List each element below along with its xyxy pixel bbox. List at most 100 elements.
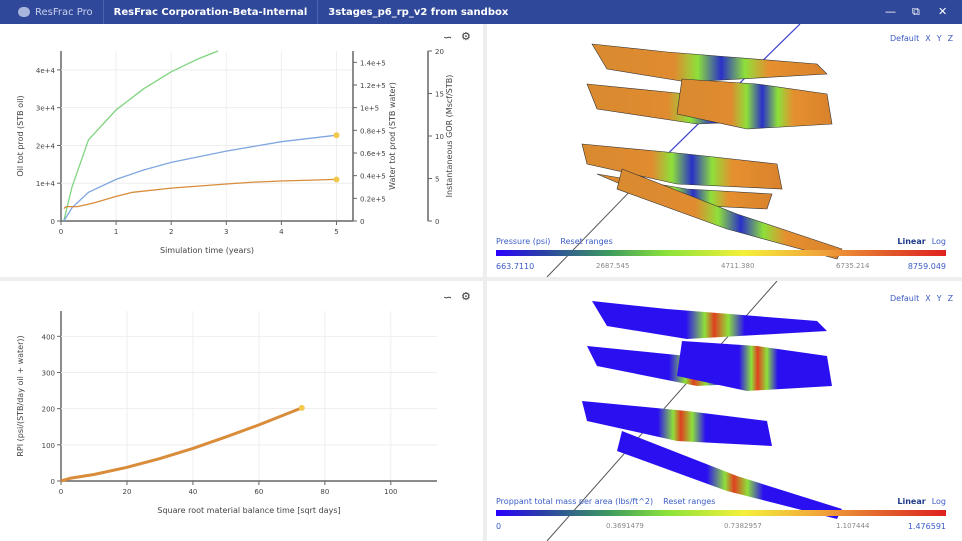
close-icon[interactable]: ✕ bbox=[938, 5, 948, 18]
y-tick-label: 20 bbox=[435, 48, 444, 56]
view-default-button[interactable]: Default bbox=[890, 294, 920, 303]
colorbar-tick: 2687.545 bbox=[596, 262, 630, 270]
y-tick-label: 0 bbox=[435, 218, 439, 226]
linear-scale-button[interactable]: Linear bbox=[897, 237, 926, 246]
y-tick-label: 1.4e+5 bbox=[360, 59, 386, 67]
y-tick-label: 1.2e+5 bbox=[360, 82, 386, 90]
rpi-chart[interactable]: 0 20 40 60 80 100 Square root material balance… bbox=[0, 281, 483, 541]
y-tick-label: 0 bbox=[360, 218, 364, 226]
axis-label-y: Oil tot prod (STB oil) bbox=[16, 95, 25, 176]
view-y-button[interactable]: Y bbox=[936, 34, 942, 43]
app-name: ResFrac Pro bbox=[35, 6, 93, 18]
minimize-icon[interactable]: — bbox=[885, 5, 896, 18]
x-tick-label: 5 bbox=[334, 228, 338, 236]
y-tick-label: 4e+4 bbox=[36, 67, 56, 75]
line-chart-icon[interactable]: ∽ bbox=[443, 291, 453, 304]
y-tick-label: 15 bbox=[435, 91, 444, 99]
view-z-button[interactable]: Z bbox=[947, 34, 954, 43]
x-tick-label: 3 bbox=[224, 228, 228, 236]
x-tick-label: 4 bbox=[279, 228, 284, 236]
title-bar: ResFrac Pro ResFrac Corporation-Beta-Int… bbox=[0, 0, 962, 24]
colorbar-min: 0 bbox=[496, 522, 502, 531]
axis-label-y3: Instantaneous GOR (Mscf/STB) bbox=[445, 75, 454, 198]
colorbar-max: 8759.049 bbox=[907, 262, 946, 271]
x-tick-label: 2 bbox=[169, 228, 173, 236]
colorbar-min: 663.7110 bbox=[496, 262, 535, 271]
linear-scale-button[interactable]: Linear bbox=[897, 497, 926, 506]
pressure-3d-view[interactable] bbox=[487, 24, 962, 277]
axis-label-y: RPI (psi/(STB/day oil + water)) bbox=[16, 335, 25, 456]
proppant-colorbar: Proppant total mass per area (lbs/ft^2) R… bbox=[496, 497, 946, 533]
project-breadcrumb[interactable]: 3stages_p6_rp_v2 from sandbox bbox=[328, 6, 509, 18]
colorbar-tick: 0.3691479 bbox=[606, 522, 644, 530]
y-tick-label: 3e+4 bbox=[36, 105, 56, 113]
y-tick-label: 0.4e+5 bbox=[360, 173, 386, 181]
pressure-colorbar: Pressure (psi) Reset ranges Linear Log 663… bbox=[496, 237, 946, 273]
app-brand[interactable]: ResFrac Pro bbox=[0, 0, 104, 24]
colorbar-label: Pressure (psi) bbox=[496, 237, 551, 246]
colorbar-label: Proppant total mass per area (lbs/ft^2) bbox=[496, 497, 654, 506]
x-tick-label: 20 bbox=[123, 488, 132, 496]
gear-icon[interactable]: ⚙ bbox=[461, 30, 471, 43]
x-tick-label: 0 bbox=[59, 228, 63, 236]
view-buttons: Default X Y Z bbox=[890, 294, 953, 303]
view-y-button[interactable]: Y bbox=[936, 294, 942, 303]
y-tick-label: 0 bbox=[51, 478, 55, 486]
series-line-0 bbox=[60, 406, 303, 483]
production-chart[interactable]: 0 1 2 3 4 5 Simulation time (years) 0 1e+4 2e+4 3e… bbox=[0, 24, 483, 277]
log-scale-button[interactable]: Log bbox=[931, 237, 946, 246]
y-tick-label: 0.8e+5 bbox=[360, 127, 386, 135]
fractures bbox=[582, 301, 842, 519]
y-tick-label: 10 bbox=[435, 133, 444, 141]
line-chart-icon[interactable]: ∽ bbox=[443, 31, 453, 44]
y-tick-label: 1e+5 bbox=[360, 105, 379, 113]
x-tick-label: 1 bbox=[114, 228, 118, 236]
y-tick-label: 100 bbox=[42, 442, 55, 450]
series-end-marker bbox=[333, 176, 340, 183]
colorbar-tick: 1.107444 bbox=[836, 522, 870, 530]
view-x-button[interactable]: X bbox=[925, 34, 931, 43]
series-end-marker bbox=[298, 404, 305, 411]
colorbar-gradient bbox=[496, 250, 946, 256]
vertical-splitter[interactable] bbox=[483, 24, 487, 541]
y-tick-label: 0.2e+5 bbox=[360, 195, 386, 203]
x-axis-label: Square root material balance time [sqrt … bbox=[157, 506, 340, 515]
colorbar-tick: 4711.380 bbox=[721, 262, 755, 270]
reset-ranges-link[interactable]: Reset ranges bbox=[663, 497, 716, 506]
gear-icon[interactable]: ⚙ bbox=[461, 290, 471, 303]
view-z-button[interactable]: Z bbox=[947, 294, 954, 303]
org-breadcrumb[interactable]: ResFrac Corporation-Beta-Internal bbox=[104, 0, 319, 24]
axis-label-y2: Water tot prod (STB water) bbox=[388, 82, 397, 190]
x-axis-label: Simulation time (years) bbox=[160, 246, 254, 255]
log-scale-button[interactable]: Log bbox=[931, 497, 946, 506]
series-end-marker bbox=[333, 132, 340, 139]
series-line-2 bbox=[63, 178, 337, 210]
y-tick-label: 300 bbox=[42, 369, 55, 377]
y-tick-label: 5 bbox=[435, 176, 439, 184]
y-tick-label: 0 bbox=[51, 218, 55, 226]
colorbar-tick: 0.7382957 bbox=[724, 522, 762, 530]
x-tick-label: 40 bbox=[188, 488, 197, 496]
colorbar-gradient bbox=[496, 510, 946, 516]
y-tick-label: 200 bbox=[42, 406, 55, 414]
x-tick-label: 0 bbox=[59, 488, 63, 496]
series-line-1 bbox=[63, 134, 337, 222]
colorbar-max: 1.476591 bbox=[907, 522, 946, 531]
x-tick-label: 100 bbox=[384, 488, 397, 496]
reset-ranges-link[interactable]: Reset ranges bbox=[560, 237, 613, 246]
restore-icon[interactable]: ⧉ bbox=[912, 5, 920, 18]
y-tick-label: 400 bbox=[42, 333, 55, 341]
x-tick-label: 60 bbox=[254, 488, 263, 496]
x-tick-label: 80 bbox=[320, 488, 329, 496]
resfrac-logo-icon bbox=[18, 7, 30, 17]
y-tick-label: 2e+4 bbox=[36, 142, 56, 150]
colorbar-tick: 6735.214 bbox=[836, 262, 870, 270]
view-default-button[interactable]: Default bbox=[890, 34, 920, 43]
horizontal-splitter[interactable] bbox=[0, 277, 962, 281]
view-x-button[interactable]: X bbox=[925, 294, 931, 303]
proppant-3d-view[interactable] bbox=[487, 281, 962, 541]
series-line-0 bbox=[63, 50, 219, 222]
wellbore bbox=[546, 183, 638, 277]
y-tick-label: 0.6e+5 bbox=[360, 150, 386, 158]
fractures bbox=[581, 43, 843, 260]
